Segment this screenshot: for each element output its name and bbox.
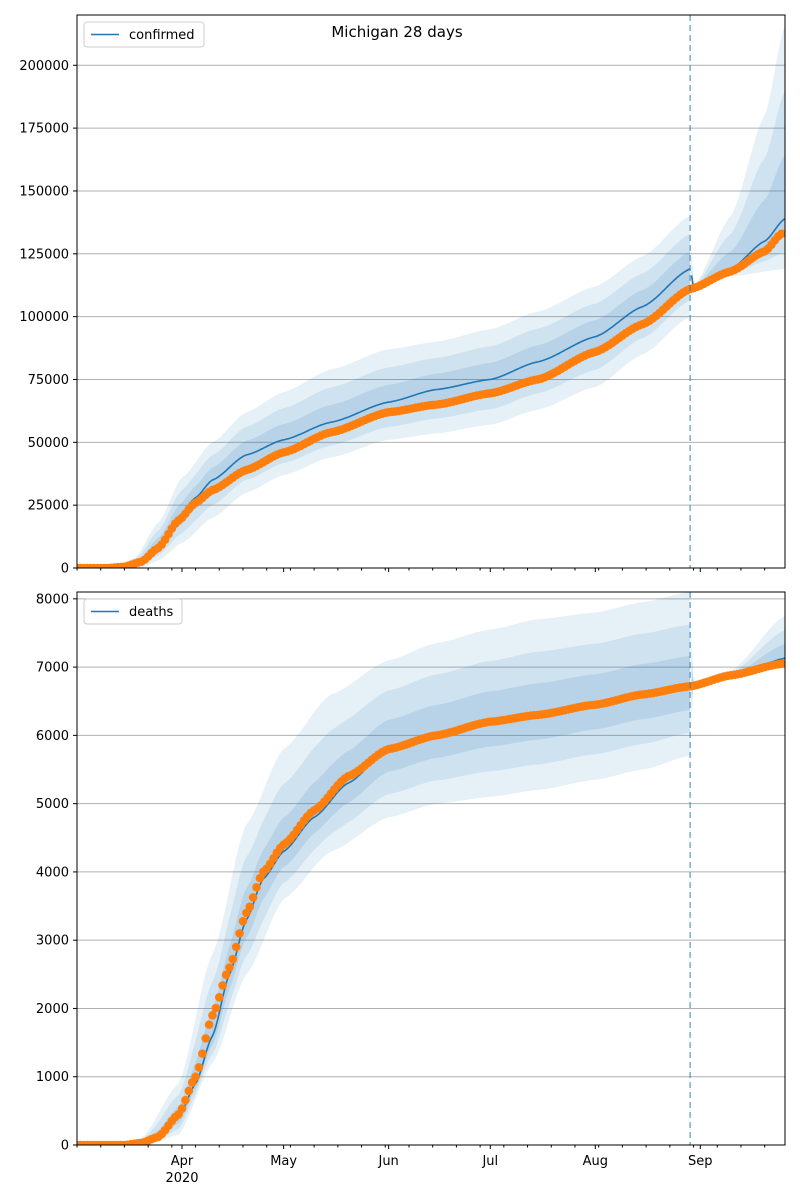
y-tick-label: 125000 [19, 247, 69, 262]
observed-point [252, 883, 261, 892]
y-tick-label: 200000 [19, 59, 69, 74]
y-tick-label: 50000 [28, 436, 69, 451]
observed-point [248, 893, 258, 902]
y-tick-label: 175000 [19, 122, 69, 137]
confirmed-panel: 0 25000 50000 75000 100000 125000 150000 175000… [19, 14, 786, 577]
y-tick-label: 3000 [36, 934, 69, 949]
y-tick-label: 0 [61, 562, 69, 577]
y-tick-label: 75000 [28, 373, 69, 388]
y-tick-label: 0 [61, 1139, 69, 1154]
axes-frame [76, 591, 786, 1146]
x-tick-label: Jun [377, 1154, 398, 1169]
legend: deaths [83, 598, 183, 625]
observed-point [245, 902, 255, 911]
plot-area [77, 592, 785, 1145]
legend-label: deaths [129, 605, 174, 620]
plot-area [77, 25, 785, 568]
observed-point [177, 1104, 187, 1113]
y-tick-label: 7000 [36, 661, 69, 676]
observed-point [214, 993, 224, 1002]
deaths-panel: 0 1000 2000 3000 4000 5000 6000 7000 8000 Apr 2020… [36, 591, 786, 1186]
observed-points [77, 229, 785, 568]
observed-point [181, 1095, 190, 1105]
band-level-1-part-2 [691, 25, 785, 306]
observed-point [201, 1034, 211, 1043]
x-axis [76, 568, 766, 572]
observed-point [777, 659, 785, 668]
observed-point [194, 1063, 204, 1072]
band-level-2-part-1 [77, 624, 691, 1145]
observed-point [208, 1010, 217, 1020]
legend-box [83, 598, 183, 625]
axes-frame [76, 14, 786, 569]
x-tick-label: May [270, 1154, 297, 1169]
x-tick-label: Apr [171, 1154, 194, 1169]
legend-box [83, 21, 205, 48]
observed-point [225, 963, 234, 972]
observed-point [204, 1020, 214, 1029]
y-tick-label: 2000 [36, 1002, 69, 1017]
observed-point [218, 981, 227, 990]
y-tick-label: 4000 [36, 865, 69, 880]
band-level-1-part-1 [77, 592, 691, 1145]
observed-point [184, 1086, 194, 1096]
y-tick-label: 6000 [36, 729, 69, 744]
observed-point [777, 229, 785, 238]
y-tick-label: 8000 [36, 592, 69, 607]
x-tick-label: Aug [583, 1154, 608, 1169]
legend: confirmed [83, 21, 205, 48]
observed-point [198, 1049, 207, 1058]
observed-point [235, 929, 244, 938]
legend-label: confirmed [129, 28, 195, 43]
y-tick-label: 25000 [28, 499, 69, 514]
band-level-2-part-1 [77, 234, 691, 568]
observed-points [77, 659, 785, 1145]
y-tick-label: 1000 [36, 1070, 69, 1085]
band-level-2-part-2 [691, 91, 785, 296]
y-axis: 0 1000 2000 3000 4000 5000 6000 7000 8000 [36, 592, 77, 1154]
figure-title: Michigan 28 days [331, 23, 462, 41]
y-axis: 0 25000 50000 75000 100000 125000 150000 175000… [19, 59, 77, 577]
y-tick-label: 100000 [19, 310, 69, 325]
observed-point [211, 1003, 221, 1013]
y-tick-label: 5000 [36, 797, 69, 812]
x-tick-label: Sep [688, 1154, 713, 1169]
observed-point [191, 1072, 200, 1082]
observed-point [228, 954, 238, 964]
observed-point [221, 970, 231, 980]
observed-point [238, 916, 248, 926]
x-tick-label: Jul [481, 1154, 498, 1169]
y-tick-label: 150000 [19, 184, 69, 199]
band-level-3-part-2 [691, 155, 785, 287]
x-axis: Apr 2020 May Jun Jul Aug Sep [76, 1145, 766, 1186]
x-tick-year-label: 2020 [165, 1171, 198, 1186]
observed-point [231, 942, 241, 952]
